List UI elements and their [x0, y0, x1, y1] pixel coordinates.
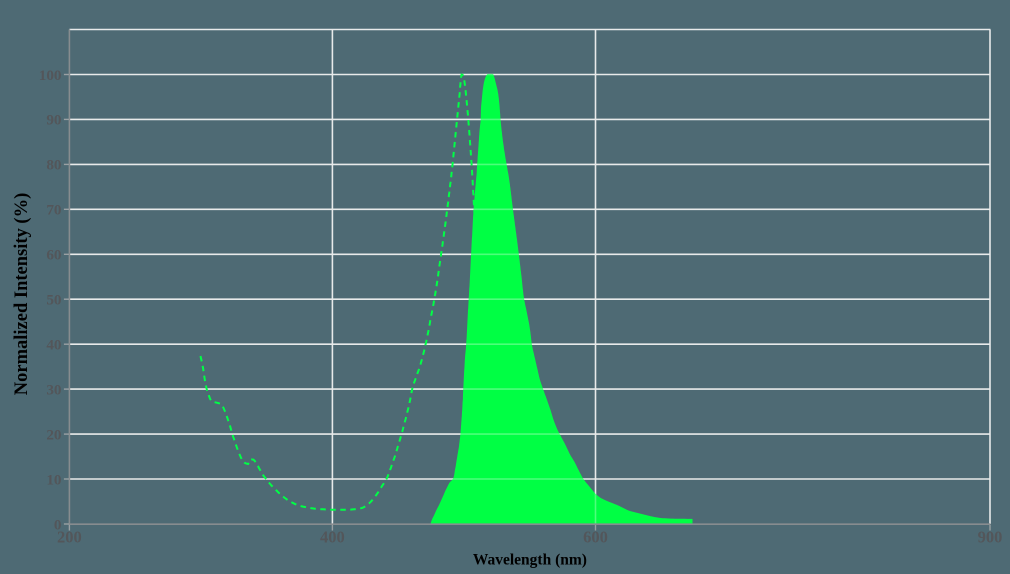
svg-text:10: 10: [46, 471, 62, 488]
svg-text:600: 600: [583, 527, 608, 546]
svg-text:Normalized Intensity (%): Normalized Intensity (%): [12, 193, 32, 395]
svg-text:80: 80: [46, 157, 62, 174]
svg-text:60: 60: [46, 247, 62, 264]
svg-text:Wavelength (nm): Wavelength (nm): [473, 552, 587, 569]
svg-text:50: 50: [46, 292, 62, 309]
svg-text:0: 0: [54, 516, 62, 533]
svg-text:40: 40: [46, 337, 62, 354]
svg-text:200: 200: [57, 527, 82, 546]
svg-text:900: 900: [978, 527, 1003, 546]
svg-text:100: 100: [39, 67, 62, 84]
svg-text:400: 400: [320, 527, 345, 546]
svg-text:20: 20: [46, 426, 62, 443]
svg-text:70: 70: [46, 202, 62, 219]
svg-text:90: 90: [46, 112, 62, 129]
svg-text:30: 30: [46, 381, 62, 398]
